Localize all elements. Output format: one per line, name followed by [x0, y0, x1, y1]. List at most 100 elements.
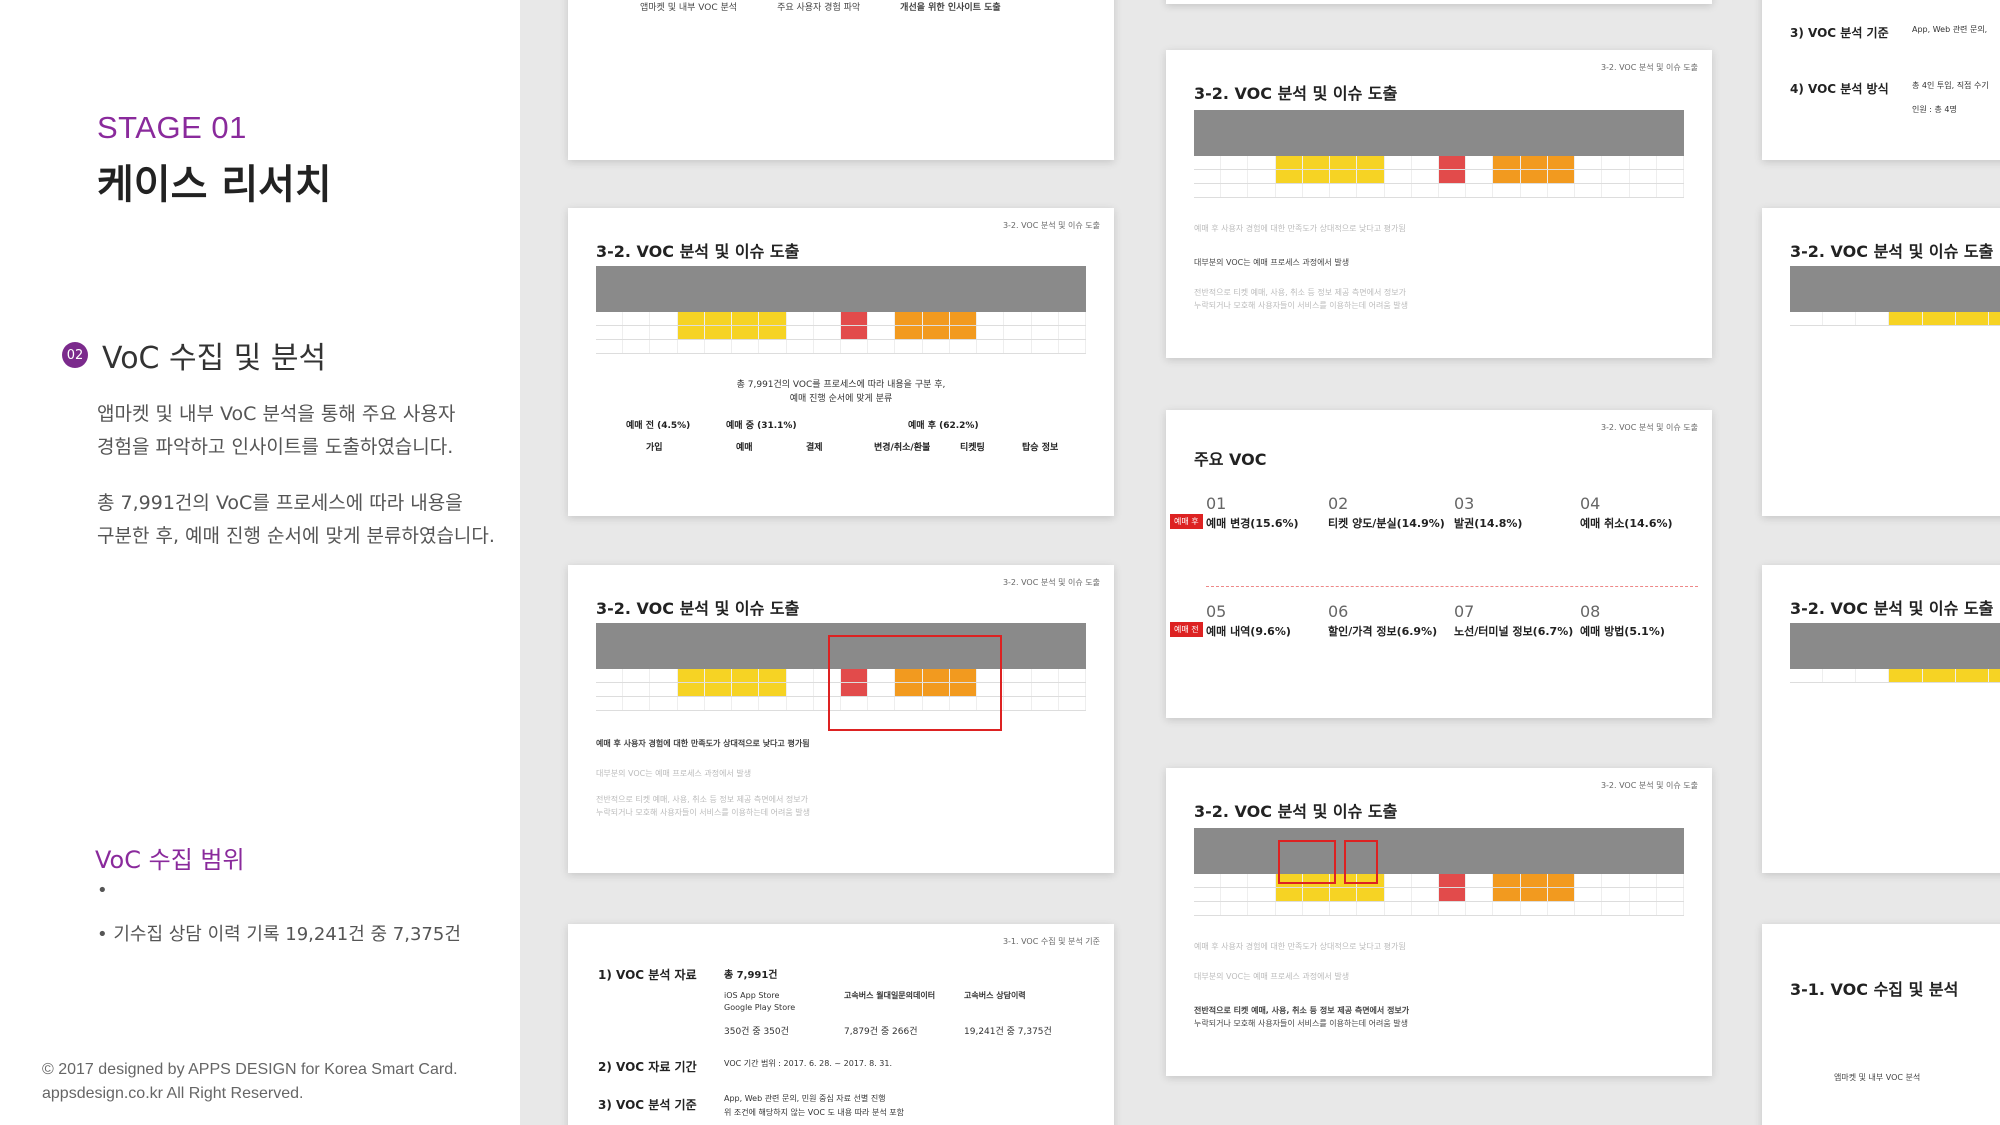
table-row [596, 669, 1086, 683]
major-label: 노선/터미널 정보(6.7%) [1454, 625, 1574, 638]
voc-table [1194, 110, 1684, 212]
flow-step-1: 앱마켓 및 내부 VOC 분석 [1834, 1073, 1921, 1082]
summary-text: 총 7,991건의 VOC를 프로세스에 따라 내용을 구분 후, 예매 진행 … [568, 378, 1114, 406]
voc-bus-counsel: 고속버스 상담이력 [964, 991, 1026, 1000]
slide-title: 주요 VOC [1194, 450, 1267, 469]
slide-voc-criteria[interactable]: 3-1. VOC 수집 및 분석 기준 1) VOC 분석 자료 총 7,991… [568, 924, 1114, 1125]
table-header [1194, 110, 1684, 156]
slide-top-sliver[interactable] [1166, 0, 1712, 4]
insight-text-3: 전반적으로 티켓 예매, 사용, 취소 등 정보 제공 측면에서 정보가 [1194, 1006, 1410, 1015]
divider [1206, 586, 1698, 587]
voc-heading-1: 1) VOC 분석 자료 [598, 968, 697, 982]
voc-criteria-1: App, Web 관련 문의, 민원 중심 자료 선별 진행 [724, 1094, 886, 1103]
major-item: 06 할인/가격 정보(6.9%) [1328, 602, 1437, 639]
slide-tag: 3-2. VOC 분석 및 이슈 도출 [1600, 423, 1698, 432]
flow-row: 앱마켓 및 내부 VOC 분석 주요 사용자 경험 파악 개선을 위한 인사이트… [640, 0, 1001, 13]
phase-post: 예매 후 (62.2%) [908, 421, 979, 431]
flow-step-2: 주요 사용자 경험 파악 [777, 3, 861, 13]
method-line-1: 총 7,991건의 VoC를 프로세스에 따라 내용을 [97, 492, 463, 514]
insight-text-3b: 누락되거나 모호해 사용자들이 서비스를 이용하는데 어려움 발생 [1194, 301, 1408, 310]
major-label: 할인/가격 정보(6.9%) [1328, 625, 1438, 638]
slide-analysis-3[interactable]: 3-2. VOC 분석 및 이슈 도출 3-2. VOC 분석 및 이슈 도출 … [1166, 50, 1712, 358]
major-item: 01 예매 변경(15.6%) [1206, 494, 1299, 531]
section-number-badge: 02 [62, 342, 88, 368]
slide-title: 3-2. VOC 분석 및 이슈 도출 [1790, 242, 1994, 261]
cat-ticket: 티켓팅 [960, 443, 985, 453]
slide-analysis-1[interactable]: 3-2. VOC 분석 및 이슈 도출 3-2. VOC 분석 및 이슈 도출 … [568, 208, 1114, 516]
major-label: 예매 변경(15.6%) [1206, 517, 1299, 530]
voc-people-partial: 인원 : 총 4명 [1912, 105, 1957, 114]
voc-period: VOC 기간 범위 : 2017. 6. 28. ~ 2017. 8. 31. [724, 1059, 892, 1068]
insight-text-3: 전반적으로 티켓 예매, 사용, 취소 등 정보 제공 측면에서 정보가 [596, 795, 808, 804]
major-label: 티켓 양도/분실(14.9%) [1328, 517, 1445, 530]
major-num: 04 [1580, 494, 1601, 513]
major-item: 05 예매 내역(9.6%) [1206, 602, 1291, 639]
table-row [596, 683, 1086, 697]
slide-title: 3-2. VOC 분석 및 이슈 도출 [1194, 84, 1398, 103]
table-row [1194, 170, 1684, 184]
insight-text: 예매 후 사용자 경험에 대한 만족도가 상대적으로 낮다고 평가됨 [596, 739, 810, 748]
section-header: 02 VoC 수집 및 분석 [62, 333, 326, 377]
major-label: 예매 내역(9.6%) [1206, 625, 1291, 638]
empty-bullet: • [97, 880, 108, 901]
table-row [596, 697, 1086, 711]
slide-right-voc[interactable]: 3-1. VOC 수집 및 분석 앱마켓 및 내부 VOC 분석 [1762, 924, 2000, 1125]
method-line-2: 구분한 후, 예매 진행 순서에 맞게 분류하였습니다. [97, 525, 495, 547]
slides-canvas: 앱마켓 및 내부 VOC 분석 주요 사용자 경험 파악 개선을 위한 인사이트… [520, 0, 2000, 1125]
slide-analysis-4[interactable]: 3-2. VOC 분석 및 이슈 도출 3-2. VOC 분석 및 이슈 도출 … [1166, 768, 1712, 1076]
highlight-box [1278, 840, 1336, 884]
table-row [1194, 888, 1684, 902]
slide-title: 3-2. VOC 분석 및 이슈 도출 [1194, 802, 1398, 821]
range-title: VoC 수집 범위 [95, 846, 245, 874]
major-item: 02 티켓 양도/분실(14.9%) [1328, 494, 1445, 531]
major-num: 08 [1580, 602, 1601, 621]
voc-store-ios: iOS App Store [724, 991, 780, 1000]
voc-method-partial: 총 4인 투입, 직접 수기 [1912, 81, 1989, 90]
voc-criteria-2: 위 조건에 해당하지 않는 VOC 도 내용 따라 분석 포함 [724, 1108, 904, 1117]
table-header [1790, 266, 2000, 312]
slide-analysis-2[interactable]: 3-2. VOC 분석 및 이슈 도출 3-2. VOC 분석 및 이슈 도출 … [568, 565, 1114, 873]
table-row [596, 326, 1086, 340]
intro-line-2: 경험을 파악하고 인사이트를 도출하였습니다. [97, 436, 454, 458]
voc-heading-4: 4) VOC 분석 방식 [1790, 82, 1889, 96]
slide-major-voc[interactable]: 3-2. VOC 분석 및 이슈 도출 주요 VOC 예매 후 예매 전 01 예… [1166, 410, 1712, 718]
table-header [596, 623, 1086, 669]
table-row [1790, 312, 2000, 326]
voc-count-7375: 19,241건 중 7,375건 [964, 1027, 1052, 1037]
major-label: 발권(14.8%) [1454, 517, 1523, 530]
voc-table [1194, 828, 1684, 930]
slide-right-criteria[interactable]: 3) VOC 분석 기준 App, Web 관련 문의, 4) VOC 분석 방… [1762, 0, 2000, 160]
intro-paragraph: 앱마켓 및 내부 VoC 분석을 통해 주요 사용자 경험을 파악하고 인사이트… [97, 398, 517, 464]
table-row [1194, 874, 1684, 888]
slide-tag: 3-2. VOC 분석 및 이슈 도출 [1002, 221, 1100, 230]
table-header [1790, 623, 2000, 669]
slide-flow[interactable]: 앱마켓 및 내부 VOC 분석 주요 사용자 경험 파악 개선을 위한 인사이트… [568, 0, 1114, 160]
major-num: 01 [1206, 494, 1227, 513]
voc-count-266: 7,879건 중 266건 [844, 1027, 918, 1037]
slide-title: 3-2. VOC 분석 및 이슈 도출 [596, 599, 800, 618]
voc-store: iOS App Store Google Play Store [724, 990, 795, 1014]
slide-right-analysis-1[interactable]: 3-2. VOC 분석 및 이슈 도출 [1762, 208, 2000, 516]
insight-text-3: 전반적으로 티켓 예매, 사용, 취소 등 정보 제공 측면에서 정보가 [1194, 288, 1406, 297]
cat-board: 탑승 정보 [1022, 443, 1059, 453]
slide-right-analysis-2[interactable]: 3-2. VOC 분석 및 이슈 도출 [1762, 565, 2000, 873]
stage-label: STAGE 01 [97, 110, 247, 145]
flow-step-1: 앱마켓 및 내부 VOC 분석 [640, 3, 738, 13]
table-row [1194, 184, 1684, 198]
summary-line-2: 예매 진행 순서에 맞게 분류 [789, 394, 893, 404]
page-title: 케이스 리서치 [97, 162, 332, 208]
major-label: 예매 방법(5.1%) [1580, 625, 1665, 638]
major-num: 05 [1206, 602, 1227, 621]
voc-store-google: Google Play Store [724, 1003, 796, 1012]
voc-table [1790, 623, 2000, 693]
cat-book: 예매 [736, 443, 753, 453]
insight-text-2: 대부분의 VOC는 예매 프로세스 과정에서 발생 [1194, 258, 1350, 267]
slide-tag: 3-2. VOC 분석 및 이슈 도출 [1600, 63, 1698, 72]
major-item: 07 노선/터미널 정보(6.7%) [1454, 602, 1573, 639]
phase-mid: 예매 중 (31.1%) [726, 421, 797, 431]
tag-post: 예매 후 [1170, 514, 1203, 529]
voc-heading-3: 3) VOC 분석 기준 [1790, 26, 1889, 40]
highlight-box [1344, 840, 1378, 884]
voc-criteria: App, Web 관련 문의, 민원 중심 자료 선별 진행 위 조건에 해당하… [724, 1092, 904, 1120]
range-bullet: • 기수집 상담 이력 기록 19,241건 중 7,375건 [97, 924, 461, 945]
